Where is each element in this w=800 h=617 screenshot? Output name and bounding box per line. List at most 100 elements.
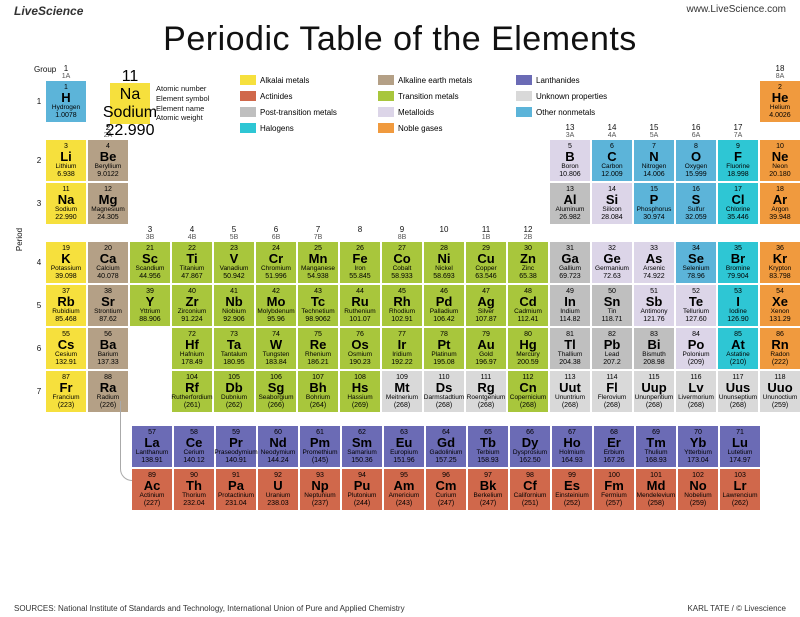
element-As: 33AsArsenic74.922 [634, 242, 674, 283]
key-label-sym: Element symbol [156, 94, 209, 104]
element-Mt: 109MtMeitnerium(268) [382, 371, 422, 412]
element-Eu: 63EuEuropium151.96 [384, 426, 424, 467]
element-Mg: 12MgMagnesium24.305 [88, 183, 128, 224]
element-Au: 79AuGold196.97 [466, 328, 506, 369]
element-Kr: 36KrKrypton83.798 [760, 242, 800, 283]
category-legend: Alkalai metals Alkaline earth metals Lan… [240, 73, 646, 135]
element-Ca: 20CaCalcium40.078 [88, 242, 128, 283]
element-Os: 76OsOsmium190.23 [340, 328, 380, 369]
element-Ds: 110DsDarmstadtium(268) [424, 371, 464, 412]
legend-item: Alkalai metals [240, 73, 370, 87]
element-Cu: 29CuCopper63.546 [466, 242, 506, 283]
element-Co: 27CoCobalt58.933 [382, 242, 422, 283]
element-Ac: 89AcActinium(227) [132, 469, 172, 510]
element-Ne: 10NeNeon20.180 [760, 140, 800, 181]
element-Y: 39YYttrium88.906 [130, 285, 170, 326]
element-Tl: 81TlThallium204.38 [550, 328, 590, 369]
element-Cn: 112CnCopernicium(268) [508, 371, 548, 412]
element-Sc: 21ScScandium44.956 [130, 242, 170, 283]
element-Tc: 43TcTechnetium98.9062 [298, 285, 338, 326]
element-S: 16SSulfur32.059 [676, 183, 716, 224]
element-He: 2HeHelium4.0026 [760, 81, 800, 122]
element-Lu: 71LuLutetium174.97 [720, 426, 760, 467]
legend-item: Other nonmetals [516, 105, 646, 119]
element-Ag: 47AgSilver107.87 [466, 285, 506, 326]
legend-key: 11Na Sodium22.990 Atomic number Element … [110, 83, 209, 124]
legend-item: Lanthanides [516, 73, 646, 87]
element-Np: 93NpNeptunium(237) [300, 469, 340, 510]
legend-item: Metalloids [378, 105, 508, 119]
element-Po: 84PoPolonium(209) [676, 328, 716, 369]
element-N: 7NNitrogen14.006 [634, 140, 674, 181]
element-B: 5BBoron10.806 [550, 140, 590, 181]
sources-text: SOURCES: National Institute of Standards… [14, 604, 405, 613]
element-Nd: 60NdNeodymium144.24 [258, 426, 298, 467]
element-Rn: 86RnRadon(222) [760, 328, 800, 369]
element-W: 74WTungsten183.84 [256, 328, 296, 369]
key-label-wt: Atomic weight [156, 113, 209, 123]
element-Ti: 22TiTitanium47.867 [172, 242, 212, 283]
element-Xe: 54XeXenon131.29 [760, 285, 800, 326]
key-label-name: Element name [156, 104, 209, 114]
element-Cl: 17ClChlorine35.446 [718, 183, 758, 224]
element-Lv: 116LvLivermorium(268) [676, 371, 716, 412]
element-H: 1HHydrogen1.0078 [46, 81, 86, 122]
element-Db: 105DbDubnium(262) [214, 371, 254, 412]
element-Uut: 113UutUnuntrium(268) [550, 371, 590, 412]
element-F: 9FFluorine18.998 [718, 140, 758, 181]
key-label-num: Atomic number [156, 84, 209, 94]
legend-item: Post-transition metals [240, 105, 370, 119]
element-Ta: 73TaTantalum180.95 [214, 328, 254, 369]
element-Er: 68ErErbium167.26 [594, 426, 634, 467]
element-Li: 3LiLithium6.938 [46, 140, 86, 181]
element-U: 92UUranium238.03 [258, 469, 298, 510]
element-Ge: 32GeGermanium72.63 [592, 242, 632, 283]
axis-period-label: Period [15, 228, 24, 251]
element-Ce: 58CeCerium140.12 [174, 426, 214, 467]
element-Pb: 82PbLead207.2 [592, 328, 632, 369]
page-title: Periodic Table of the Elements [0, 20, 800, 59]
element-Tm: 69TmThulium168.93 [636, 426, 676, 467]
element-Am: 95AmAmericium(243) [384, 469, 424, 510]
element-Uup: 115UupUnunpentium(268) [634, 371, 674, 412]
element-No: 102NoNobelium(259) [678, 469, 718, 510]
element-Ir: 77IrIridium192.22 [382, 328, 422, 369]
element-Cd: 48CdCadmium112.41 [508, 285, 548, 326]
element-Te: 52TeTellurium127.60 [676, 285, 716, 326]
element-Sb: 51SbAntimony121.76 [634, 285, 674, 326]
element-Mo: 42MoMolybdenum95.96 [256, 285, 296, 326]
element-Cr: 24CrChromium51.996 [256, 242, 296, 283]
element-C: 6CCarbon12.009 [592, 140, 632, 181]
element-Sg: 106SgSeaborgium(266) [256, 371, 296, 412]
element-Hg: 80HgMercury200.59 [508, 328, 548, 369]
element-Ar: 18ArArgon39.948 [760, 183, 800, 224]
element-Ru: 44RuRuthenium101.07 [340, 285, 380, 326]
element-La: 57LaLanthanum138.91 [132, 426, 172, 467]
site-url: www.LiveScience.com [687, 4, 786, 18]
element-Hf: 72HfHafnium178.49 [172, 328, 212, 369]
element-Pm: 61PmPromethium(145) [300, 426, 340, 467]
element-P: 15PPhosphorus30.974 [634, 183, 674, 224]
element-Al: 13AlAluminum26.982 [550, 183, 590, 224]
element-Zn: 30ZnZinc65.38 [508, 242, 548, 283]
element-Fe: 26FeIron55.845 [340, 242, 380, 283]
legend-item: Transition metals [378, 89, 508, 103]
element-Na: 11NaSodium22.990 [46, 183, 86, 224]
element-Cm: 96CmCurium(247) [426, 469, 466, 510]
element-I: 53IIodine126.90 [718, 285, 758, 326]
element-Yb: 70YbYtterbium173.04 [678, 426, 718, 467]
element-O: 8OOxygen15.999 [676, 140, 716, 181]
element-In: 49InIndium114.82 [550, 285, 590, 326]
element-Re: 75ReRhenium186.21 [298, 328, 338, 369]
element-Rh: 45RhRhodium102.91 [382, 285, 422, 326]
element-K: 19KPotassium39.098 [46, 242, 86, 283]
element-Fm: 100FmFermium(257) [594, 469, 634, 510]
element-Rf: 104RfRutherfordium(261) [172, 371, 212, 412]
element-Nb: 41NbNiobium92.906 [214, 285, 254, 326]
element-Rg: 111RgRoentgenium(268) [466, 371, 506, 412]
element-Pt: 78PtPlatinum195.08 [424, 328, 464, 369]
element-Sm: 62SmSamarium150.36 [342, 426, 382, 467]
element-Gd: 64GdGadolinium157.25 [426, 426, 466, 467]
element-Pa: 91PaProtactinium231.04 [216, 469, 256, 510]
element-Sr: 38SrStrontium87.62 [88, 285, 128, 326]
